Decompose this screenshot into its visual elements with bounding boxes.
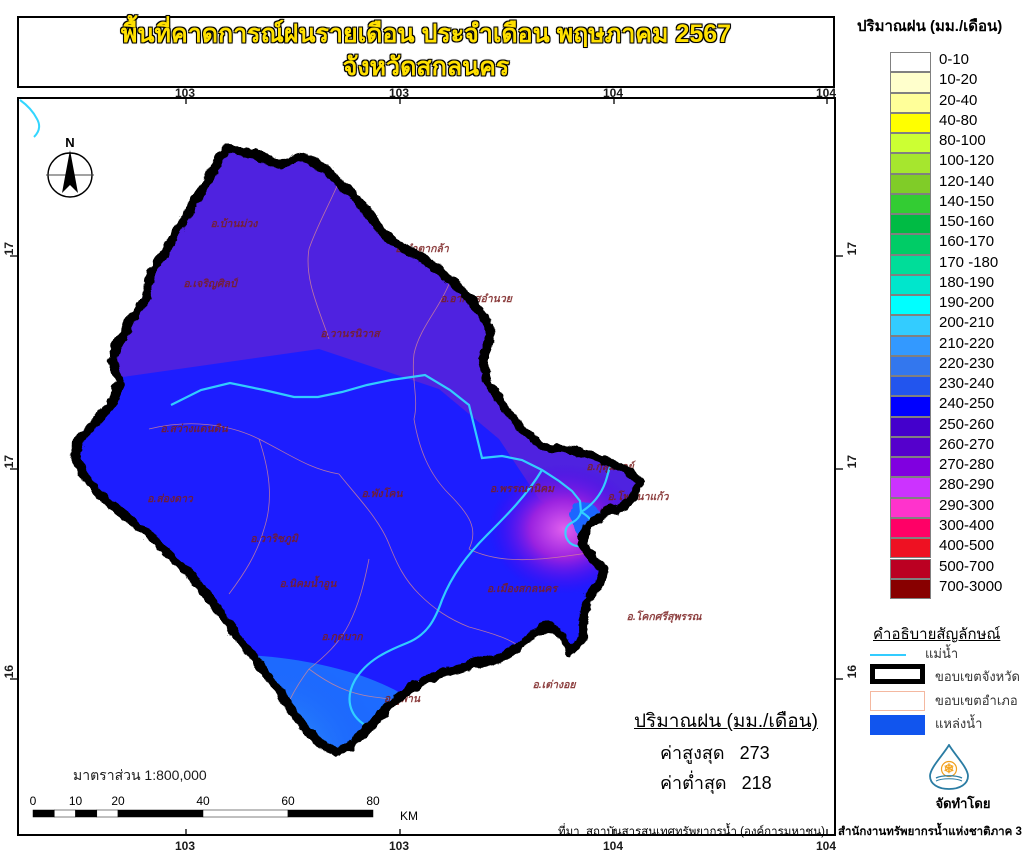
- svg-text:อ.เต่างอย: อ.เต่างอย: [532, 679, 577, 691]
- svg-text:40: 40: [196, 795, 210, 808]
- svg-text:❄: ❄: [944, 761, 955, 776]
- svg-text:อ.วานรนิวาส: อ.วานรนิวาส: [320, 328, 382, 340]
- svg-text:80: 80: [366, 795, 380, 808]
- svg-text:อ.โคกศรีสุพรรณ: อ.โคกศรีสุพรรณ: [627, 610, 703, 623]
- svg-text:60: 60: [281, 795, 295, 808]
- svg-text:0: 0: [30, 795, 37, 808]
- svg-text:อ.เมืองสกลนคร: อ.เมืองสกลนคร: [487, 582, 560, 595]
- svg-text:อ.ส่องดาว: อ.ส่องดาว: [147, 493, 194, 505]
- svg-text:อ.พรรณานิคม: อ.พรรณานิคม: [490, 483, 555, 495]
- svg-text:อ.วาริชภูมิ: อ.วาริชภูมิ: [250, 533, 299, 545]
- svg-text:20: 20: [111, 795, 125, 808]
- svg-text:10: 10: [69, 795, 83, 808]
- svg-text:อ.เจริญศิลป์: อ.เจริญศิลป์: [183, 277, 239, 290]
- svg-text:อ.กุดบาก: อ.กุดบาก: [321, 631, 363, 643]
- svg-text:N: N: [65, 135, 74, 150]
- svg-text:อ.นิคมน้ำอูน: อ.นิคมน้ำอูน: [280, 575, 338, 590]
- svg-text:อ.พังโคน: อ.พังโคน: [361, 487, 403, 500]
- svg-text:KM: KM: [400, 809, 418, 823]
- svg-text:อ.สว่างแดนดิน: อ.สว่างแดนดิน: [160, 423, 228, 435]
- svg-text:อ.บ้านม่วง: อ.บ้านม่วง: [211, 218, 259, 230]
